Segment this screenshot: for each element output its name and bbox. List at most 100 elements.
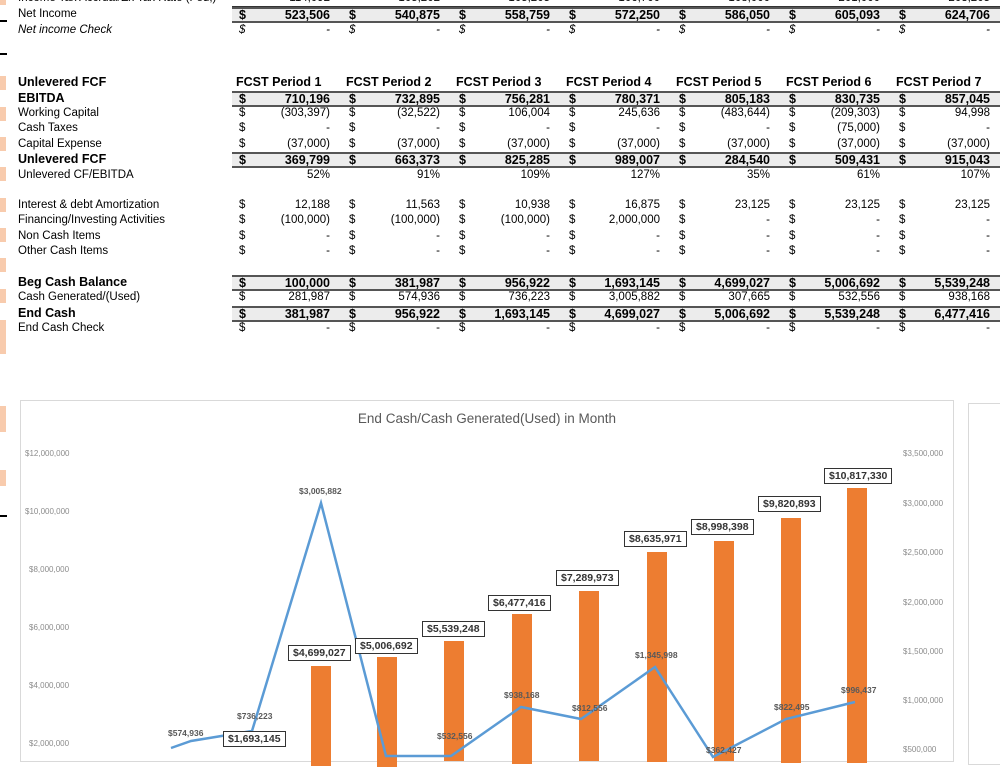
cell[interactable]: - <box>436 122 440 134</box>
cell[interactable]: 5,539,248 <box>934 276 990 290</box>
cell[interactable]: - <box>986 245 990 257</box>
cell[interactable]: 732,895 <box>394 92 440 106</box>
bar-end-cash-p11[interactable] <box>781 518 801 763</box>
cell[interactable]: 710,196 <box>284 92 330 106</box>
cell[interactable]: 572,250 <box>614 8 660 22</box>
bar-end-cash-p10[interactable] <box>714 541 734 761</box>
cell[interactable]: - <box>546 245 550 257</box>
cell[interactable]: 663,373 <box>394 153 440 167</box>
cell[interactable]: 35% <box>746 169 770 181</box>
cell[interactable]: 381,987 <box>284 307 330 321</box>
cell[interactable]: - <box>656 122 660 134</box>
cell[interactable]: 756,281 <box>504 92 550 106</box>
cell[interactable]: 805,183 <box>724 92 770 106</box>
cell[interactable]: - <box>986 230 990 242</box>
period-header[interactable]: FCST Period 2 <box>346 75 432 89</box>
cell[interactable]: - <box>876 24 880 36</box>
period-header[interactable]: FCST Period 4 <box>566 75 652 89</box>
cell[interactable]: 284,540 <box>724 153 770 167</box>
period-header[interactable]: FCST Period 3 <box>456 75 542 89</box>
period-header[interactable]: FCST Period 5 <box>676 75 762 89</box>
cell[interactable]: 523,506 <box>284 8 330 22</box>
cell[interactable]: - <box>656 322 660 334</box>
cell[interactable]: 540,875 <box>394 8 440 22</box>
cell[interactable]: 938,168 <box>948 291 990 303</box>
cell[interactable]: 106,700 <box>618 0 660 6</box>
cell[interactable]: - <box>986 24 990 36</box>
cell[interactable]: - <box>546 122 550 134</box>
cell[interactable]: 307,665 <box>728 291 770 303</box>
cell[interactable]: - <box>546 230 550 242</box>
cell[interactable]: 94,998 <box>954 107 990 119</box>
period-header[interactable]: FCST Period 1 <box>236 75 322 89</box>
cell[interactable]: 61% <box>856 169 880 181</box>
cell[interactable]: (37,000) <box>837 138 880 150</box>
cell[interactable]: 780,371 <box>614 92 660 106</box>
cell[interactable]: - <box>766 230 770 242</box>
cell[interactable]: (100,000) <box>500 214 550 226</box>
cell[interactable]: - <box>546 322 550 334</box>
cell[interactable]: (209,303) <box>830 107 880 119</box>
cell[interactable]: - <box>986 214 990 226</box>
cell[interactable]: 23,125 <box>954 199 990 211</box>
cell[interactable]: 369,799 <box>284 153 330 167</box>
cell[interactable]: - <box>326 230 330 242</box>
cell[interactable]: 381,987 <box>394 276 440 290</box>
cell[interactable]: (37,000) <box>947 138 990 150</box>
cell[interactable]: 127% <box>630 169 660 181</box>
cell[interactable]: - <box>436 245 440 257</box>
cell[interactable]: - <box>766 322 770 334</box>
cell[interactable]: (100,000) <box>390 214 440 226</box>
cell[interactable]: (303,397) <box>280 107 330 119</box>
cell[interactable]: 4,699,027 <box>604 307 660 321</box>
cell[interactable]: 2,000,000 <box>608 214 660 226</box>
cell[interactable]: (37,000) <box>507 138 550 150</box>
cell[interactable]: 574,936 <box>398 291 440 303</box>
cell[interactable]: - <box>326 322 330 334</box>
cell[interactable]: 5,539,248 <box>824 307 880 321</box>
cell[interactable]: (37,000) <box>727 138 770 150</box>
cell[interactable]: 558,759 <box>504 8 550 22</box>
bar-end-cash-p9[interactable] <box>647 552 667 762</box>
cell[interactable]: 281,987 <box>288 291 330 303</box>
cell[interactable]: (37,000) <box>287 138 330 150</box>
cell[interactable]: 3,005,882 <box>608 291 660 303</box>
cell[interactable]: 106,004 <box>508 107 550 119</box>
cell[interactable]: 5,006,692 <box>824 276 880 290</box>
cell[interactable]: 91% <box>416 169 440 181</box>
cell[interactable]: 4,699,027 <box>714 276 770 290</box>
cell[interactable]: 105,205 <box>508 0 550 6</box>
cell[interactable]: 624,706 <box>944 8 990 22</box>
cell[interactable]: 6,477,416 <box>934 307 990 321</box>
cell[interactable]: - <box>766 245 770 257</box>
cell[interactable]: (32,522) <box>397 107 440 119</box>
cell[interactable]: 532,556 <box>838 291 880 303</box>
cell[interactable]: - <box>546 24 550 36</box>
cell[interactable]: (75,000) <box>837 122 880 134</box>
cell[interactable]: 830,735 <box>834 92 880 106</box>
cell[interactable]: - <box>326 24 330 36</box>
bar-end-cash-p12[interactable] <box>847 488 867 763</box>
cell[interactable]: - <box>986 322 990 334</box>
cell[interactable]: 114,092 <box>289 0 330 6</box>
period-header[interactable]: FCST Period 6 <box>786 75 872 89</box>
cell[interactable]: 23,125 <box>844 199 880 211</box>
second-chart-partial[interactable] <box>968 403 1000 765</box>
cell[interactable]: 5,006,692 <box>714 307 770 321</box>
cell[interactable]: 203,205 <box>948 0 990 6</box>
cell[interactable]: 605,093 <box>834 8 880 22</box>
cell[interactable]: 245,636 <box>618 107 660 119</box>
cell[interactable]: - <box>876 245 880 257</box>
cell[interactable]: 52% <box>306 169 330 181</box>
cell[interactable]: 956,922 <box>394 307 440 321</box>
cell[interactable]: 201,000 <box>838 0 880 6</box>
cell[interactable]: 586,050 <box>724 8 770 22</box>
cell[interactable]: 108,000 <box>728 0 770 6</box>
cell[interactable]: (100,000) <box>280 214 330 226</box>
cell[interactable]: 107% <box>960 169 990 181</box>
cell[interactable]: 10,938 <box>514 199 550 211</box>
cell[interactable]: 736,223 <box>508 291 550 303</box>
cell[interactable]: - <box>436 322 440 334</box>
cell[interactable]: - <box>876 214 880 226</box>
cell[interactable]: - <box>876 322 880 334</box>
